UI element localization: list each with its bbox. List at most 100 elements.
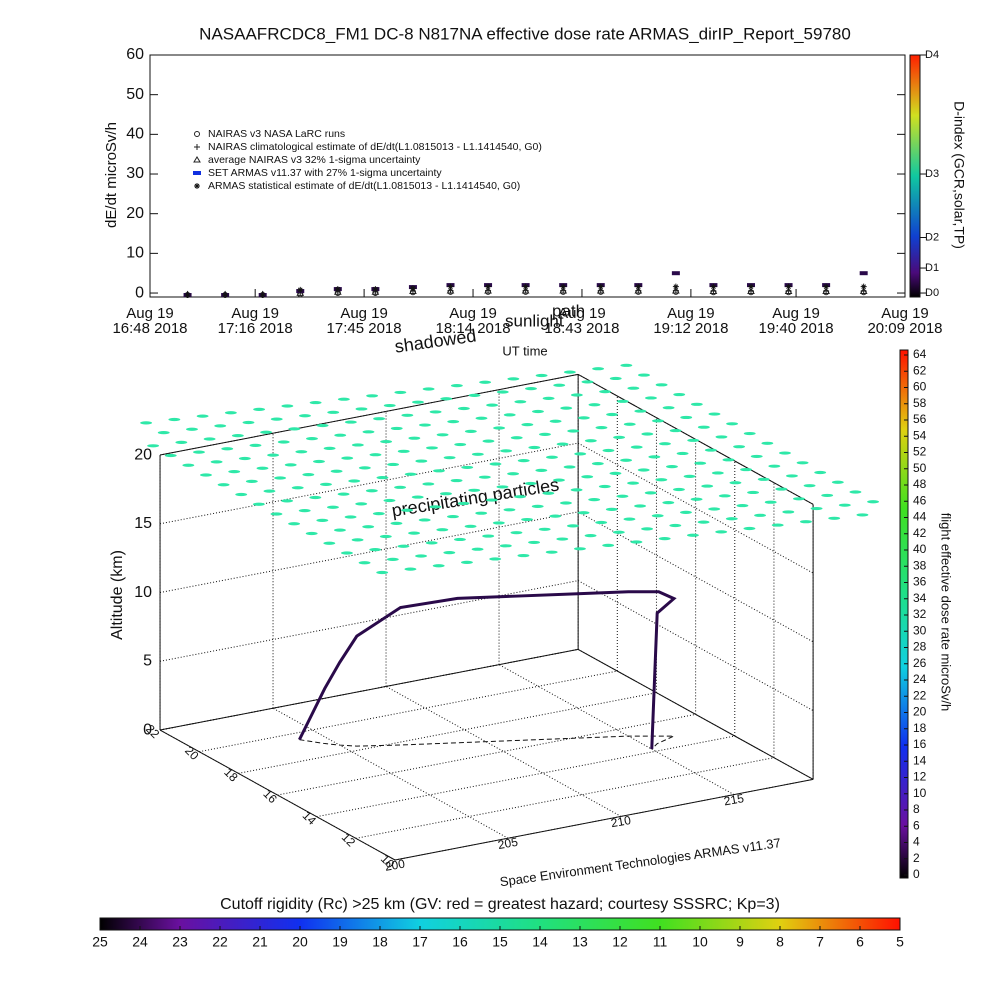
- particle-dash: [761, 441, 774, 445]
- colorbar-tick-label: 32: [913, 607, 927, 621]
- marker: [193, 156, 201, 163]
- particle-dash: [256, 466, 269, 470]
- particle-dash: [775, 487, 788, 491]
- particle-dash: [542, 491, 555, 495]
- particle-dash: [616, 494, 629, 498]
- particle-dash: [507, 472, 520, 476]
- marker: [222, 292, 229, 299]
- particle-dash: [443, 456, 456, 460]
- particle-dash: [507, 377, 520, 381]
- particle-dash: [309, 400, 322, 405]
- particle-dash: [620, 458, 633, 462]
- particle-dash: [493, 426, 506, 430]
- marker: [371, 288, 380, 295]
- particle-dash: [669, 523, 682, 528]
- particle-dash: [602, 543, 615, 548]
- y-tick-label: 12: [339, 830, 359, 850]
- credit: Space Environment Technologies ARMAS v11…: [499, 835, 782, 889]
- particle-dash: [796, 461, 809, 465]
- grid-line: [159, 442, 579, 525]
- particle-dash: [683, 474, 696, 478]
- particle-dash: [446, 514, 459, 519]
- colorbar-tick-label: 4: [913, 835, 920, 849]
- grid-line: [159, 373, 579, 456]
- particle-dash: [440, 397, 453, 401]
- particle-dash: [267, 453, 280, 457]
- particle-dash: [468, 488, 481, 492]
- particle-dash: [291, 486, 304, 490]
- track: [298, 590, 677, 750]
- colorbar-tick-label: 30: [913, 623, 927, 637]
- particle-dash: [528, 445, 541, 450]
- particle-dash: [394, 485, 407, 489]
- grid-line: [394, 778, 814, 861]
- particle-dash: [637, 468, 650, 472]
- particle-dash: [348, 479, 361, 483]
- marker: [860, 283, 867, 290]
- particle-dash: [298, 509, 311, 513]
- y2-axis-label: D-index (GCR,solar,TP): [951, 101, 967, 249]
- colorbar-tick-label: 10: [913, 786, 927, 800]
- particle-dash: [415, 554, 428, 558]
- colorbar-tick-label: 44: [913, 510, 927, 524]
- particle-dash: [637, 373, 650, 377]
- particle-dash: [337, 492, 350, 496]
- y-tick-label: 14: [300, 808, 320, 828]
- particle-dash: [383, 403, 396, 408]
- particle-dash: [595, 520, 608, 525]
- z-tick-label: 20: [134, 446, 152, 463]
- colorbar-tick-label: 12: [612, 934, 628, 950]
- colorbar-tick-label: 21: [252, 934, 268, 950]
- particle-dash: [263, 489, 276, 493]
- particle-dash: [422, 482, 435, 486]
- particle-dash: [644, 396, 657, 400]
- y-tick-label: 50: [126, 86, 144, 103]
- grid-line: [316, 735, 735, 818]
- particle-dash: [492, 521, 505, 525]
- colorbar-tick-label: 56: [913, 412, 927, 426]
- particle-dash: [563, 465, 576, 469]
- particle-dash: [799, 520, 812, 524]
- particle-dash: [436, 433, 449, 437]
- particle-dash: [330, 469, 343, 473]
- particle-dash: [701, 484, 714, 488]
- particle-dash: [333, 528, 346, 532]
- particle-dash: [457, 501, 470, 506]
- particle-dash: [708, 412, 721, 416]
- particle-dash: [697, 520, 710, 524]
- marker: [194, 131, 200, 137]
- particle-dash: [686, 533, 699, 537]
- colorbar-tick-label: 62: [913, 363, 927, 377]
- particle-dash: [665, 464, 678, 469]
- particle-dash: [192, 450, 205, 454]
- particle-dash: [679, 510, 692, 514]
- track-shadow: [299, 735, 675, 750]
- particle-dash: [676, 451, 689, 456]
- particle-dash: [634, 409, 647, 413]
- particle-dash: [687, 438, 700, 442]
- particle-dash: [524, 481, 537, 486]
- particle-dash: [334, 433, 347, 437]
- particle-dash: [517, 459, 530, 463]
- particle-dash: [443, 550, 456, 555]
- x-axis-label: UT time: [502, 343, 547, 358]
- particle-dash: [524, 387, 537, 391]
- particle-dash: [380, 439, 393, 444]
- marker: [484, 287, 492, 294]
- particle-dash: [500, 449, 513, 453]
- particle-dash: [620, 363, 633, 367]
- marker: [859, 271, 868, 276]
- particle-dash: [366, 394, 379, 398]
- particle-dash: [316, 423, 329, 428]
- colorbar-tick-label: 2: [913, 851, 920, 865]
- particle-dash: [482, 439, 495, 443]
- colorbar-tick-label: 52: [913, 445, 927, 459]
- colorbar-tick-label: 6: [913, 818, 920, 832]
- particle-dash: [422, 387, 435, 391]
- particle-dash: [305, 531, 318, 536]
- particle-dash: [252, 502, 265, 506]
- colorbar-tick-label: 25: [92, 934, 108, 950]
- particle-dash: [726, 422, 739, 426]
- plot-frame: [149, 54, 906, 298]
- particle-dash: [609, 471, 622, 475]
